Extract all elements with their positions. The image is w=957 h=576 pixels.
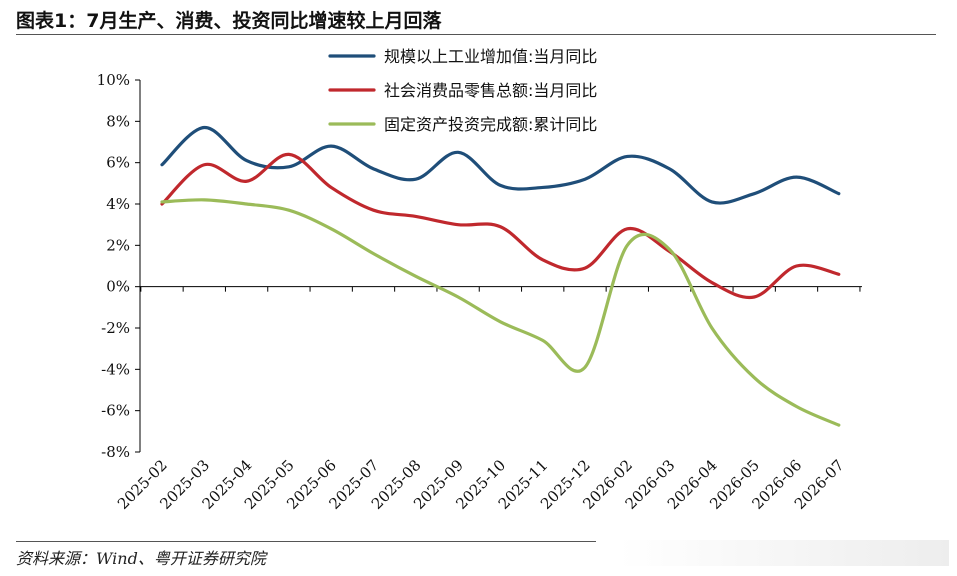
chart-title: 图表1：7月生产、消费、投资同比增速较上月回落 [16, 10, 442, 32]
legend-label: 社会消费品零售总额:当月同比 [384, 81, 597, 100]
source-divider [16, 541, 596, 542]
y-tick-label: -4% [101, 360, 130, 378]
y-tick-label: 8% [106, 112, 130, 130]
y-tick-label: 10% [97, 71, 130, 89]
y-tick-label: -2% [101, 319, 130, 337]
title-divider [16, 34, 936, 35]
y-tick-label: 0% [106, 278, 130, 296]
legend-label: 规模以上工业增加值:当月同比 [384, 47, 597, 66]
legend-label: 固定资产投资完成额:累计同比 [384, 115, 597, 134]
y-tick-label: -8% [101, 443, 130, 461]
y-tick-label: 6% [106, 154, 130, 172]
series-retail-sales-line [160, 152, 841, 300]
series-fixed-investment-line [160, 198, 841, 427]
y-tick-label: 4% [106, 195, 130, 213]
y-tick-label: -6% [101, 402, 130, 420]
y-tick-label: 2% [106, 236, 130, 254]
watermark [619, 540, 949, 566]
source-note: 资料来源：Wind、粤开证券研究院 [16, 549, 266, 568]
series-industrial-output-line [160, 125, 841, 205]
